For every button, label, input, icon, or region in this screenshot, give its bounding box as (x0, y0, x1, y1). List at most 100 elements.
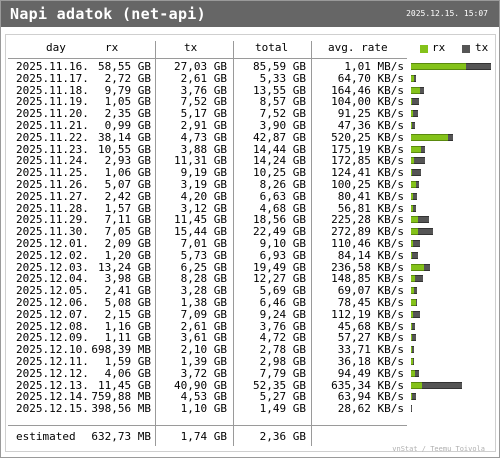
row-tx: 27,03 GB (174, 60, 227, 73)
row-tx: 3,61 GB (180, 331, 227, 345)
table-row: 2025.12.07. 2,15 GB 7,09 GB 9,24 GB 112,19 K… (1, 307, 500, 321)
row-rx: 5,07 GB (104, 178, 151, 191)
row-total: 12,27 GB (253, 272, 306, 286)
row-rate: 164,46 KB/s (331, 83, 404, 97)
tx-bar (411, 405, 412, 413)
table-row: 2025.11.24. 2,93 GB 11,31 GB 14,24 GB 172,85… (1, 155, 500, 167)
table-row: 2025.12.05. 2,41 GB 3,28 GB 5,69 GB 69,07 KB… (1, 285, 500, 297)
row-total: 3,90 GB (259, 119, 306, 132)
row-day: 2025.11.24. (16, 154, 89, 168)
row-tx: 1,38 GB (180, 296, 227, 309)
legend-rx-swatch (420, 45, 428, 53)
row-rx: 9,79 GB (104, 83, 151, 97)
row-total: 22,49 GB (253, 225, 306, 239)
row-day: 2025.11.20. (16, 107, 89, 121)
estimated-rx: 632,73 MB (91, 430, 151, 443)
tx-bar (414, 157, 425, 165)
rx-bar (411, 393, 412, 401)
col-head-rx: rx (105, 41, 119, 54)
row-rate: 84,14 KB/s (337, 248, 404, 262)
row-rx: 398,56 MB (91, 402, 151, 416)
row-rate: 80,41 KB/s (337, 189, 404, 203)
row-total: 10,25 GB (253, 166, 306, 180)
row-tx: 2,10 GB (180, 343, 227, 357)
row-rx: 2,93 GB (104, 154, 151, 168)
rx-bar (411, 145, 421, 153)
tx-bar (422, 381, 462, 389)
row-day: 2025.11.26. (16, 178, 89, 191)
divider-rx-tx (155, 41, 156, 446)
divider-total-rate (311, 41, 312, 446)
row-tx: 3,88 GB (180, 142, 227, 156)
table-row: 2025.12.03. 13,24 GB 6,25 GB 19,49 GB 236,58… (1, 260, 500, 274)
table-row: 2025.12.09. 1,11 GB 3,61 GB 4,72 GB 57,27 KB… (1, 332, 500, 344)
col-head-rate: avg. rate (328, 41, 388, 54)
panel-title: Napi adatok (net-api) (10, 5, 206, 23)
table-row: 2025.12.01. 2,09 GB 7,01 GB 9,10 GB 110,46 K… (1, 238, 500, 250)
row-day: 2025.12.09. (16, 331, 89, 345)
row-rate: 91,25 KB/s (337, 107, 404, 121)
table-row: 2025.12.02. 1,20 GB 5,73 GB 6,93 GB 84,14 KB… (1, 248, 500, 262)
rx-bar (411, 299, 416, 306)
table-row: 2025.11.16. 58,55 GB 27,03 GB 85,59 GB 1,01 … (1, 61, 500, 73)
row-rate: 110,46 KB/s (331, 237, 404, 250)
row-rate: 94,49 KB/s (337, 366, 404, 380)
row-day: 2025.12.01. (16, 237, 89, 250)
row-rx: 13,24 GB (98, 260, 151, 274)
tx-bar (412, 393, 416, 401)
header-separator (8, 58, 407, 59)
rx-bar (411, 86, 420, 94)
rx-bar (411, 74, 414, 82)
row-rx: 1,20 GB (104, 248, 151, 262)
row-tx: 11,31 GB (174, 154, 227, 168)
row-rate: 225,28 KB/s (331, 213, 404, 227)
estimated-total: 2,36 GB (259, 430, 306, 443)
row-total: 7,79 GB (259, 366, 306, 380)
rx-bar (411, 192, 413, 200)
tx-bar (412, 122, 415, 129)
row-rate: 175,19 KB/s (331, 142, 404, 156)
rx-bar (411, 263, 424, 271)
row-day: 2025.12.11. (16, 355, 89, 368)
rx-bar (411, 63, 466, 70)
row-rx: 2,72 GB (104, 71, 151, 85)
table-row: 2025.12.04. 3,98 GB 8,28 GB 12,27 GB 148,85 … (1, 273, 500, 285)
row-total: 6,63 GB (259, 189, 306, 203)
table-row: 2025.11.27. 2,42 GB 4,20 GB 6,63 GB 80,41 KB… (1, 189, 500, 203)
row-rate: 100,25 KB/s (331, 178, 404, 191)
row-tx: 7,01 GB (180, 237, 227, 250)
tx-bar (424, 263, 430, 271)
row-rate: 112,19 KB/s (331, 307, 404, 321)
row-rx: 2,41 GB (104, 284, 151, 298)
rx-bar (411, 204, 413, 212)
row-total: 18,56 GB (253, 213, 306, 227)
tx-bar (416, 181, 419, 188)
row-rate: 635,34 KB/s (331, 378, 404, 392)
legend-tx-label: tx (475, 41, 489, 54)
title-bar: Napi adatok (net-api) 2025.12.15. 15:07 (1, 1, 499, 27)
table-row: 2025.11.23. 10,55 GB 3,88 GB 14,44 GB 175,19… (1, 142, 500, 156)
row-total: 9,10 GB (259, 237, 306, 250)
row-tx: 4,53 GB (180, 390, 227, 404)
row-day: 2025.11.18. (16, 83, 89, 97)
row-day: 2025.11.19. (16, 95, 89, 109)
row-day: 2025.12.10. (16, 343, 89, 357)
row-rate: 33,71 KB/s (337, 343, 404, 357)
row-rate: 47,36 KB/s (337, 119, 404, 132)
tx-bar (414, 287, 417, 295)
table-row: 2025.12.12. 4,06 GB 3,72 GB 7,79 GB 94,49 KB… (1, 366, 500, 380)
tx-bar (421, 145, 425, 153)
row-rx: 1,11 GB (104, 331, 151, 345)
rx-bar (411, 122, 412, 129)
row-day: 2025.12.03. (16, 260, 89, 274)
table-row: 2025.12.08. 1,16 GB 2,61 GB 3,76 GB 45,68 KB… (1, 319, 500, 333)
table-row: 2025.12.15. 398,56 MB 1,10 GB 1,49 GB 28,62 … (1, 403, 500, 415)
row-tx: 2,61 GB (180, 319, 227, 333)
row-rate: 236,58 KB/s (331, 260, 404, 274)
estimated-separator (8, 425, 407, 426)
row-tx: 5,17 GB (180, 107, 227, 121)
row-tx: 6,25 GB (180, 260, 227, 274)
row-tx: 4,73 GB (180, 130, 227, 144)
row-day: 2025.12.07. (16, 307, 89, 321)
